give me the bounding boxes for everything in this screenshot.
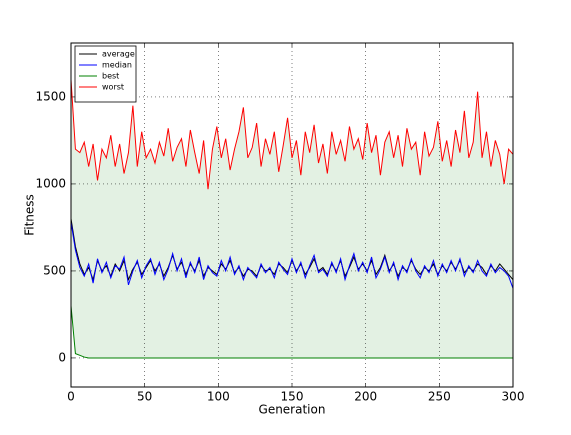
line-series	[70, 305, 513, 359]
legend-label: worst	[102, 83, 124, 92]
x-tick-label: 200	[354, 390, 377, 404]
line-series	[70, 222, 514, 289]
x-tick-label: 250	[428, 390, 451, 404]
x-tick-label: 150	[281, 390, 304, 404]
plot-frame	[70, 42, 514, 388]
legend-label: median	[102, 61, 132, 70]
y-tick-label: 1000	[35, 176, 66, 190]
y-tick-label: 0	[58, 350, 66, 364]
x-axis-label: Generation	[259, 403, 326, 417]
legend-frame	[74, 45, 137, 103]
y-axis-label: Fitness	[23, 194, 37, 236]
x-tick-label: 50	[137, 390, 152, 404]
legend-label: best	[102, 72, 119, 81]
legend-label: average	[102, 50, 135, 59]
x-tick-label: 100	[207, 390, 230, 404]
line-series	[70, 79, 514, 190]
legend: average median best worst	[74, 45, 137, 103]
y-tick-label: 500	[43, 263, 66, 277]
x-tick-label: 300	[502, 390, 525, 404]
x-tick-label: 0	[67, 390, 75, 404]
fill-area	[71, 79, 513, 358]
y-tick-label: 1500	[35, 89, 66, 103]
